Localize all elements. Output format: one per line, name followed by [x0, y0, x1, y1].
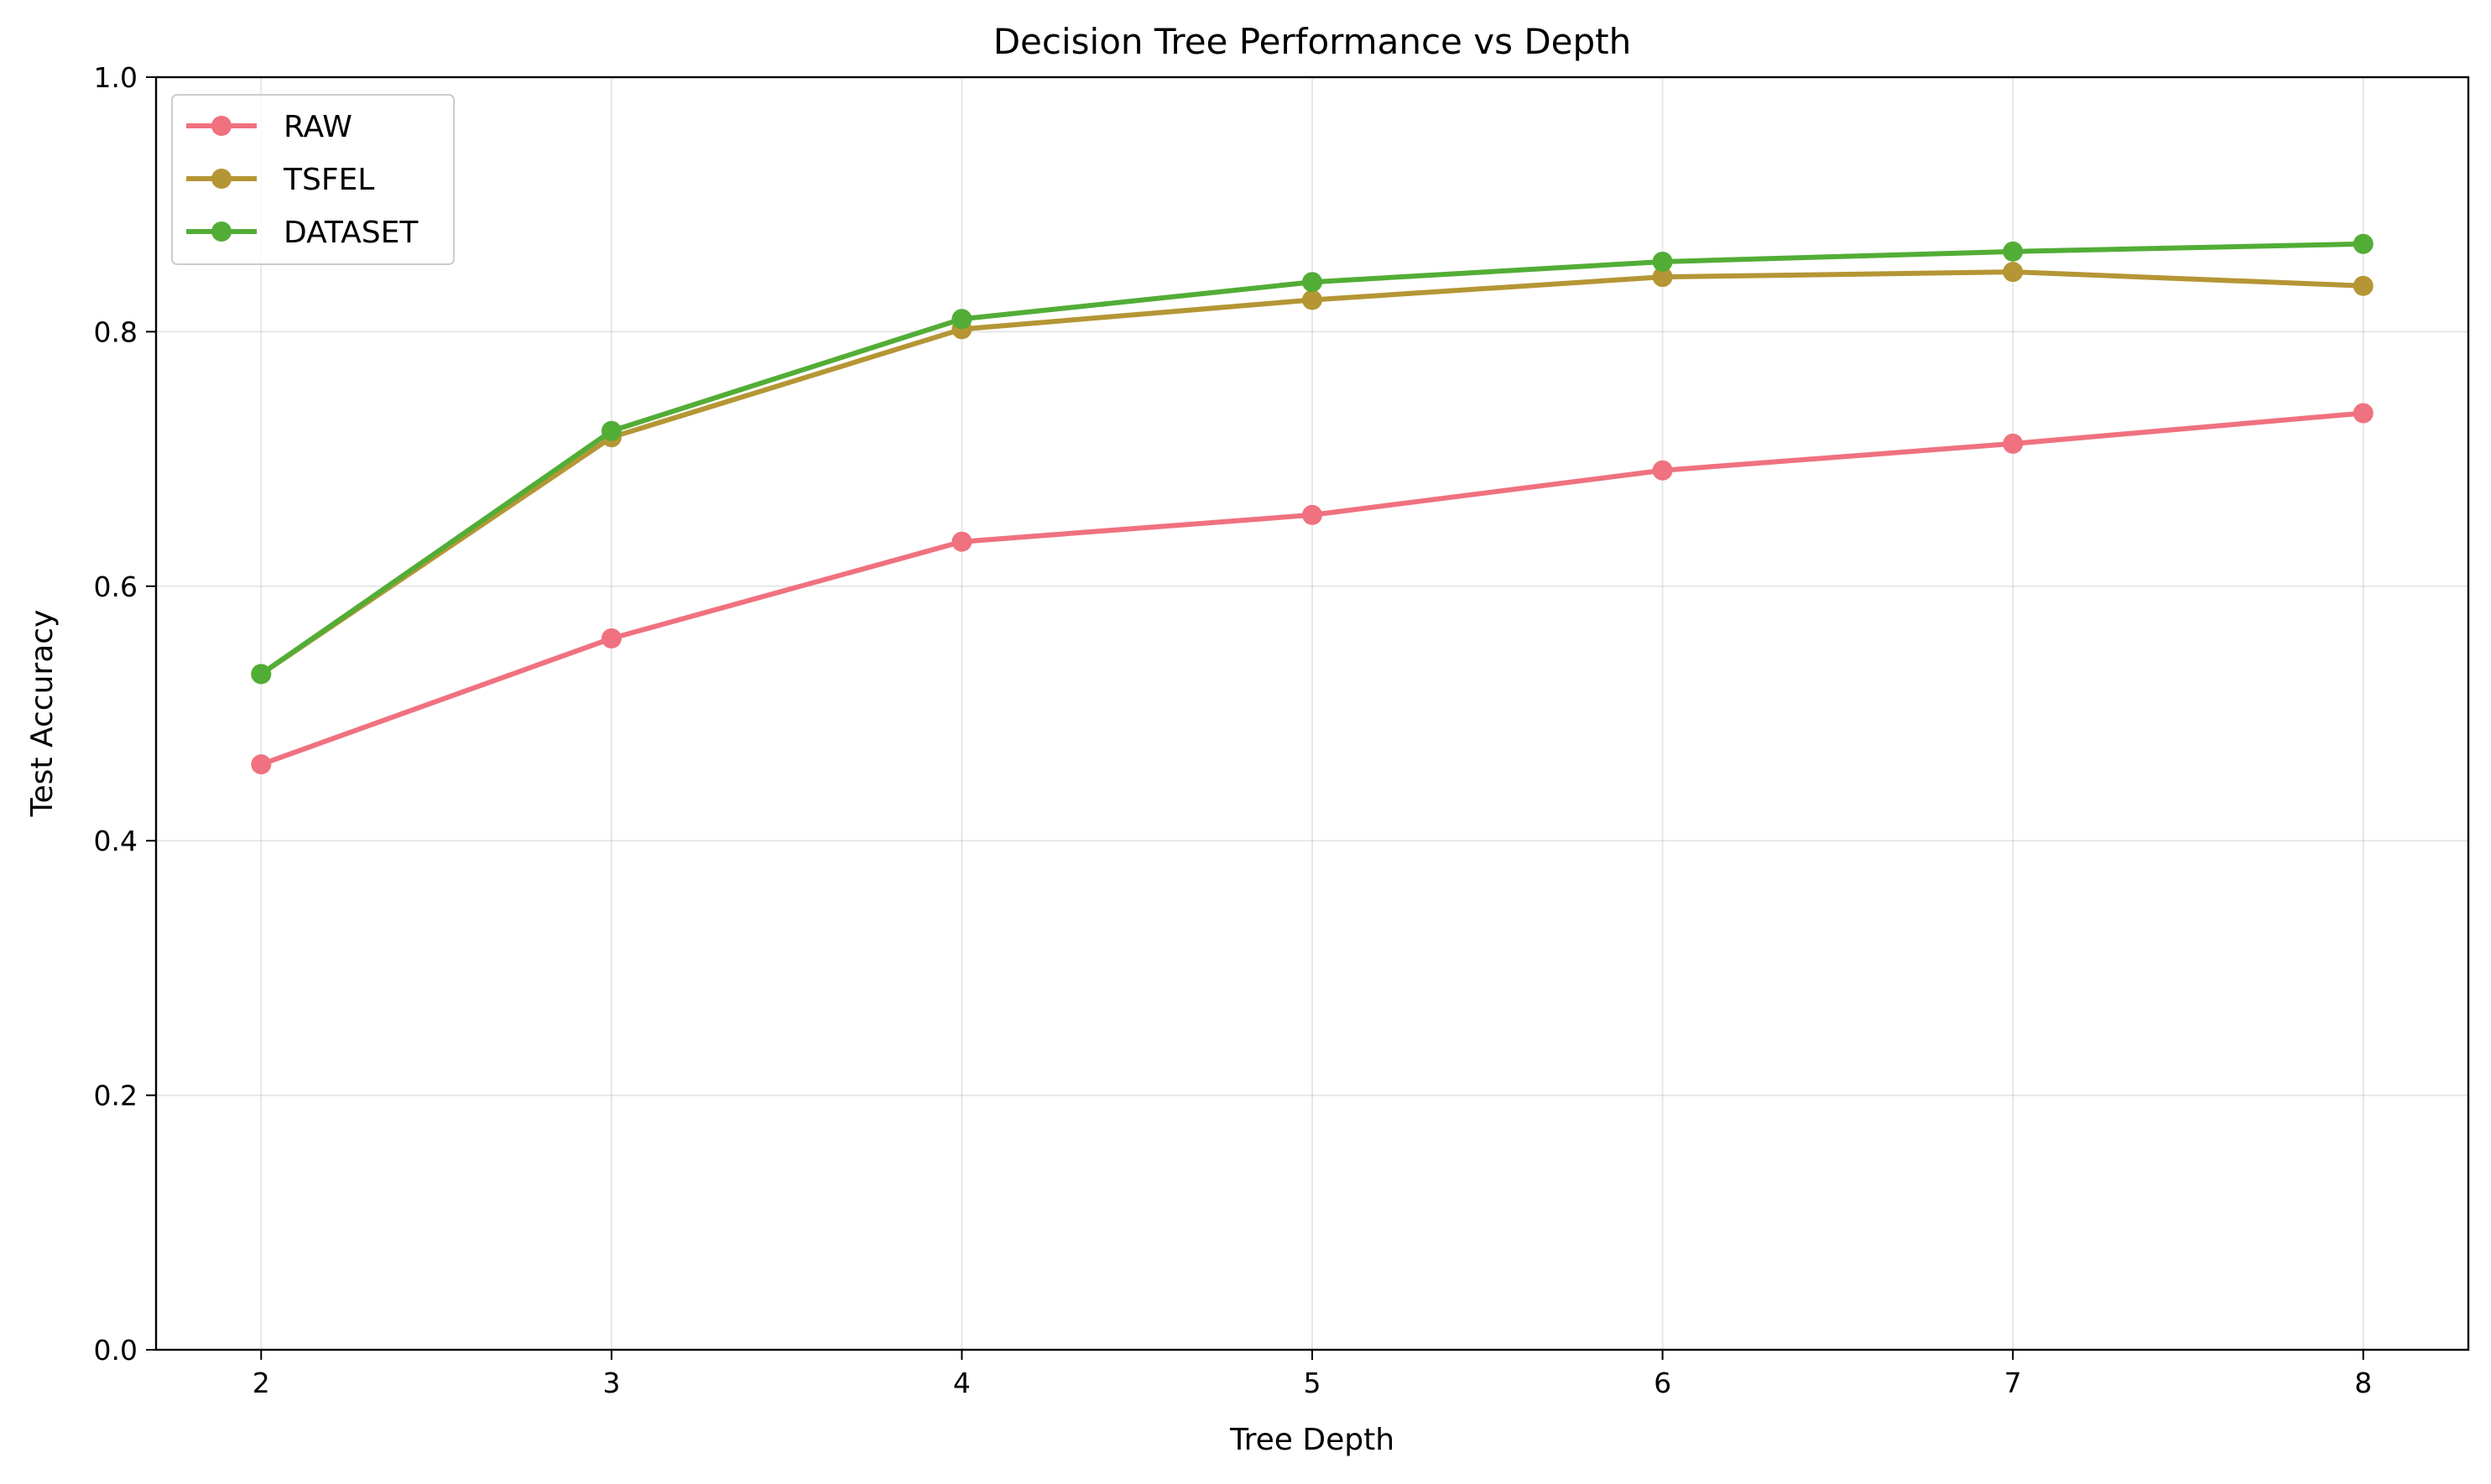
- legend-marker: [211, 116, 232, 136]
- data-point: [2003, 433, 2024, 454]
- x-axis-label: Tree Depth: [1229, 1423, 1394, 1457]
- y-tick-label: 0.8: [94, 315, 138, 348]
- x-tick-label: 5: [1304, 1367, 1321, 1399]
- data-point: [2353, 403, 2374, 424]
- data-point: [251, 664, 272, 685]
- y-tick-label: 0.2: [94, 1080, 138, 1112]
- data-point: [601, 420, 622, 441]
- y-tick-label: 0.4: [94, 825, 138, 857]
- chart-title: Decision Tree Performance vs Depth: [993, 21, 1632, 62]
- data-point: [1652, 267, 1673, 288]
- data-point: [2353, 233, 2374, 254]
- x-tick-label: 2: [253, 1367, 270, 1399]
- data-point: [251, 754, 272, 775]
- x-tick-label: 3: [602, 1367, 620, 1399]
- data-point: [1652, 460, 1673, 481]
- data-point: [1302, 504, 1322, 525]
- y-tick-label: 1.0: [94, 61, 138, 94]
- data-point: [2003, 262, 2024, 283]
- data-point: [1302, 272, 1322, 293]
- data-point: [951, 531, 972, 552]
- x-tick-label: 4: [953, 1367, 971, 1399]
- legend-label: TSFEL: [283, 163, 374, 197]
- legend: RAW TSFEL DATASET: [171, 94, 455, 265]
- legend-label: RAW: [284, 110, 352, 144]
- x-tick-label: 7: [2004, 1367, 2022, 1399]
- legend-marker: [211, 221, 232, 242]
- data-point: [2003, 241, 2024, 262]
- data-point: [601, 627, 622, 648]
- data-point: [1302, 289, 1322, 310]
- series-dataset: [251, 233, 2374, 685]
- x-tick-label: 8: [2354, 1367, 2372, 1399]
- legend-marker: [211, 169, 232, 189]
- legend-item-dataset: DATASET: [186, 216, 419, 250]
- legend-box: [171, 94, 455, 265]
- plot-series: [251, 233, 2374, 775]
- legend-item-tsfel: TSFEL: [186, 163, 374, 197]
- y-tick-label: 0.0: [94, 1334, 138, 1367]
- legend-label: DATASET: [284, 216, 419, 250]
- x-axis-ticks: 2 3 4 5 6 7 8: [253, 1350, 2372, 1399]
- y-axis-ticks: 0.0 0.2 0.4 0.6 0.8 1.0: [94, 61, 156, 1367]
- data-point: [951, 309, 972, 330]
- y-axis-label: Test Accuracy: [25, 610, 60, 818]
- data-point: [2353, 275, 2374, 296]
- x-tick-label: 6: [1654, 1367, 1671, 1399]
- data-point: [1652, 251, 1673, 272]
- series-raw: [251, 403, 2374, 775]
- y-tick-label: 0.6: [94, 570, 138, 603]
- legend-item-raw: RAW: [186, 110, 352, 144]
